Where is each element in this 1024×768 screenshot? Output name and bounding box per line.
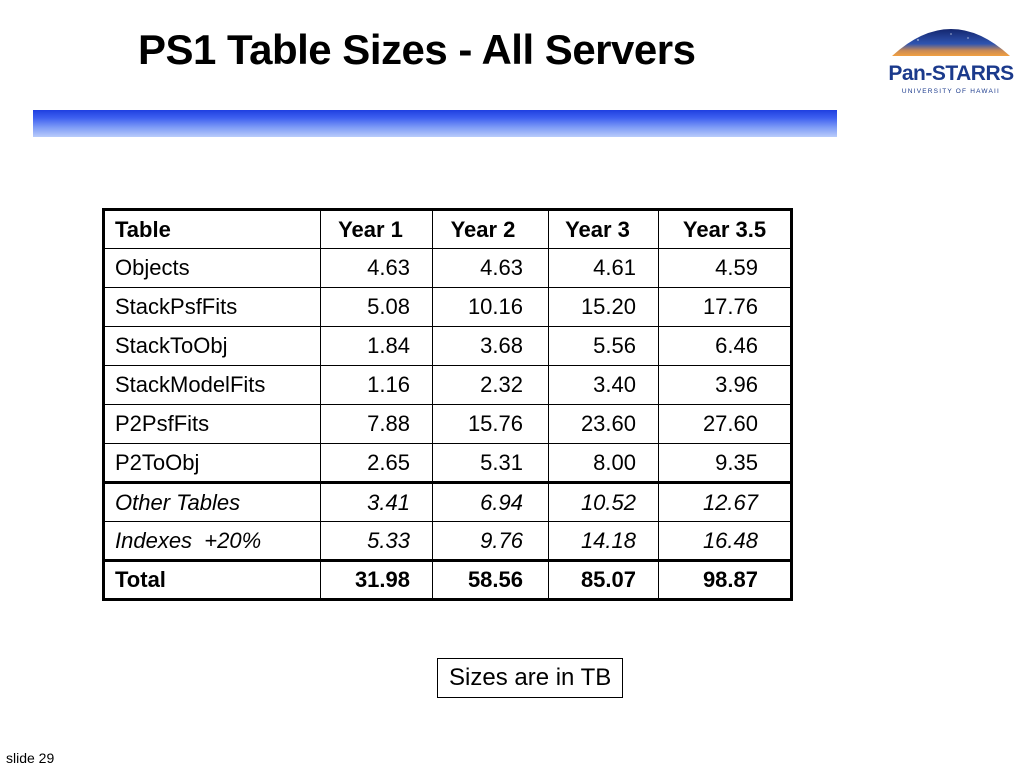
cell-value: 4.63: [432, 248, 549, 288]
cell-value: 3.68: [432, 326, 549, 366]
cell-value: 4.63: [320, 248, 433, 288]
cell-value: 4.61: [548, 248, 659, 288]
cell-value: 3.41: [320, 481, 433, 522]
table-row: Objects 4.63 4.63 4.61 4.59: [103, 248, 792, 288]
cell-value: 31.98: [320, 559, 433, 600]
cell-value: 85.07: [548, 559, 659, 600]
cell-value: 5.08: [320, 287, 433, 327]
row-name: Total: [103, 559, 321, 600]
row-name: Other Tables: [103, 481, 321, 522]
cell-value: 12.67: [658, 481, 792, 522]
cell-value: 9.76: [432, 521, 549, 561]
header-year-3: Year 3: [548, 209, 659, 249]
cell-value: 6.94: [432, 481, 549, 522]
cell-value: 27.60: [658, 404, 792, 444]
cell-value: 58.56: [432, 559, 549, 600]
row-name: StackToObj: [103, 326, 321, 366]
cell-value: 2.65: [320, 443, 433, 483]
header-year-3-5: Year 3.5: [658, 209, 792, 249]
table-body: Table Year 1 Year 2 Year 3 Year 3.5 Obje…: [103, 209, 792, 600]
cell-value: 23.60: [548, 404, 659, 444]
row-name: StackPsfFits: [103, 287, 321, 327]
cell-value: 8.00: [548, 443, 659, 483]
table-row: Indexes +20% 5.33 9.76 14.18 16.48: [103, 521, 792, 561]
header-year-2: Year 2: [432, 209, 549, 249]
table-row: Other Tables 3.41 6.94 10.52 12.67: [103, 481, 792, 522]
cell-value: 10.16: [432, 287, 549, 327]
table-row: StackModelFits 1.16 2.32 3.40 3.96: [103, 365, 792, 405]
row-name: P2PsfFits: [103, 404, 321, 444]
cell-value: 1.84: [320, 326, 433, 366]
cell-value: 16.48: [658, 521, 792, 561]
cell-value: 5.31: [432, 443, 549, 483]
row-name: StackModelFits: [103, 365, 321, 405]
title-underline-bar: [33, 110, 837, 137]
table-row: P2PsfFits 7.88 15.76 23.60 27.60: [103, 404, 792, 444]
cell-value: 6.46: [658, 326, 792, 366]
cell-value: 15.76: [432, 404, 549, 444]
row-name: P2ToObj: [103, 443, 321, 483]
cell-value: 5.33: [320, 521, 433, 561]
units-note: Sizes are in TB: [437, 658, 624, 698]
cell-value: 3.40: [548, 365, 659, 405]
table-total-row: Total 31.98 58.56 85.07 98.87: [103, 559, 792, 600]
cell-value: 15.20: [548, 287, 659, 327]
header-table: Table: [103, 209, 321, 249]
row-name: Objects: [103, 248, 321, 288]
cell-value: 4.59: [658, 248, 792, 288]
row-name: Indexes +20%: [103, 521, 321, 561]
table-row: StackPsfFits 5.08 10.16 15.20 17.76: [103, 287, 792, 327]
table-row: P2ToObj 2.65 5.31 8.00 9.35: [103, 443, 792, 483]
table-header-row: Table Year 1 Year 2 Year 3 Year 3.5: [103, 209, 792, 249]
logo-subtext: UNIVERSITY OF HAWAII: [902, 88, 1000, 95]
slide-title: PS1 Table Sizes - All Servers: [138, 26, 696, 73]
cell-value: 17.76: [658, 287, 792, 327]
slide-number: slide 29: [6, 750, 55, 766]
cell-value: 3.96: [658, 365, 792, 405]
table-row: StackToObj 1.84 3.68 5.56 6.46: [103, 326, 792, 366]
header-year-1: Year 1: [320, 209, 433, 249]
cell-value: 10.52: [548, 481, 659, 522]
cell-value: 2.32: [432, 365, 549, 405]
logo-wordmark: Pan-STARRS: [888, 62, 1014, 85]
cell-value: 1.16: [320, 365, 433, 405]
cell-value: 98.87: [658, 559, 792, 600]
cell-value: 9.35: [658, 443, 792, 483]
cell-value: 7.88: [320, 404, 433, 444]
cell-value: 14.18: [548, 521, 659, 561]
cell-value: 5.56: [548, 326, 659, 366]
table-sizes: Table Year 1 Year 2 Year 3 Year 3.5 Obje…: [102, 208, 793, 601]
pan-starrs-logo: Pan-STARRS UNIVERSITY OF HAWAII: [888, 29, 1014, 95]
